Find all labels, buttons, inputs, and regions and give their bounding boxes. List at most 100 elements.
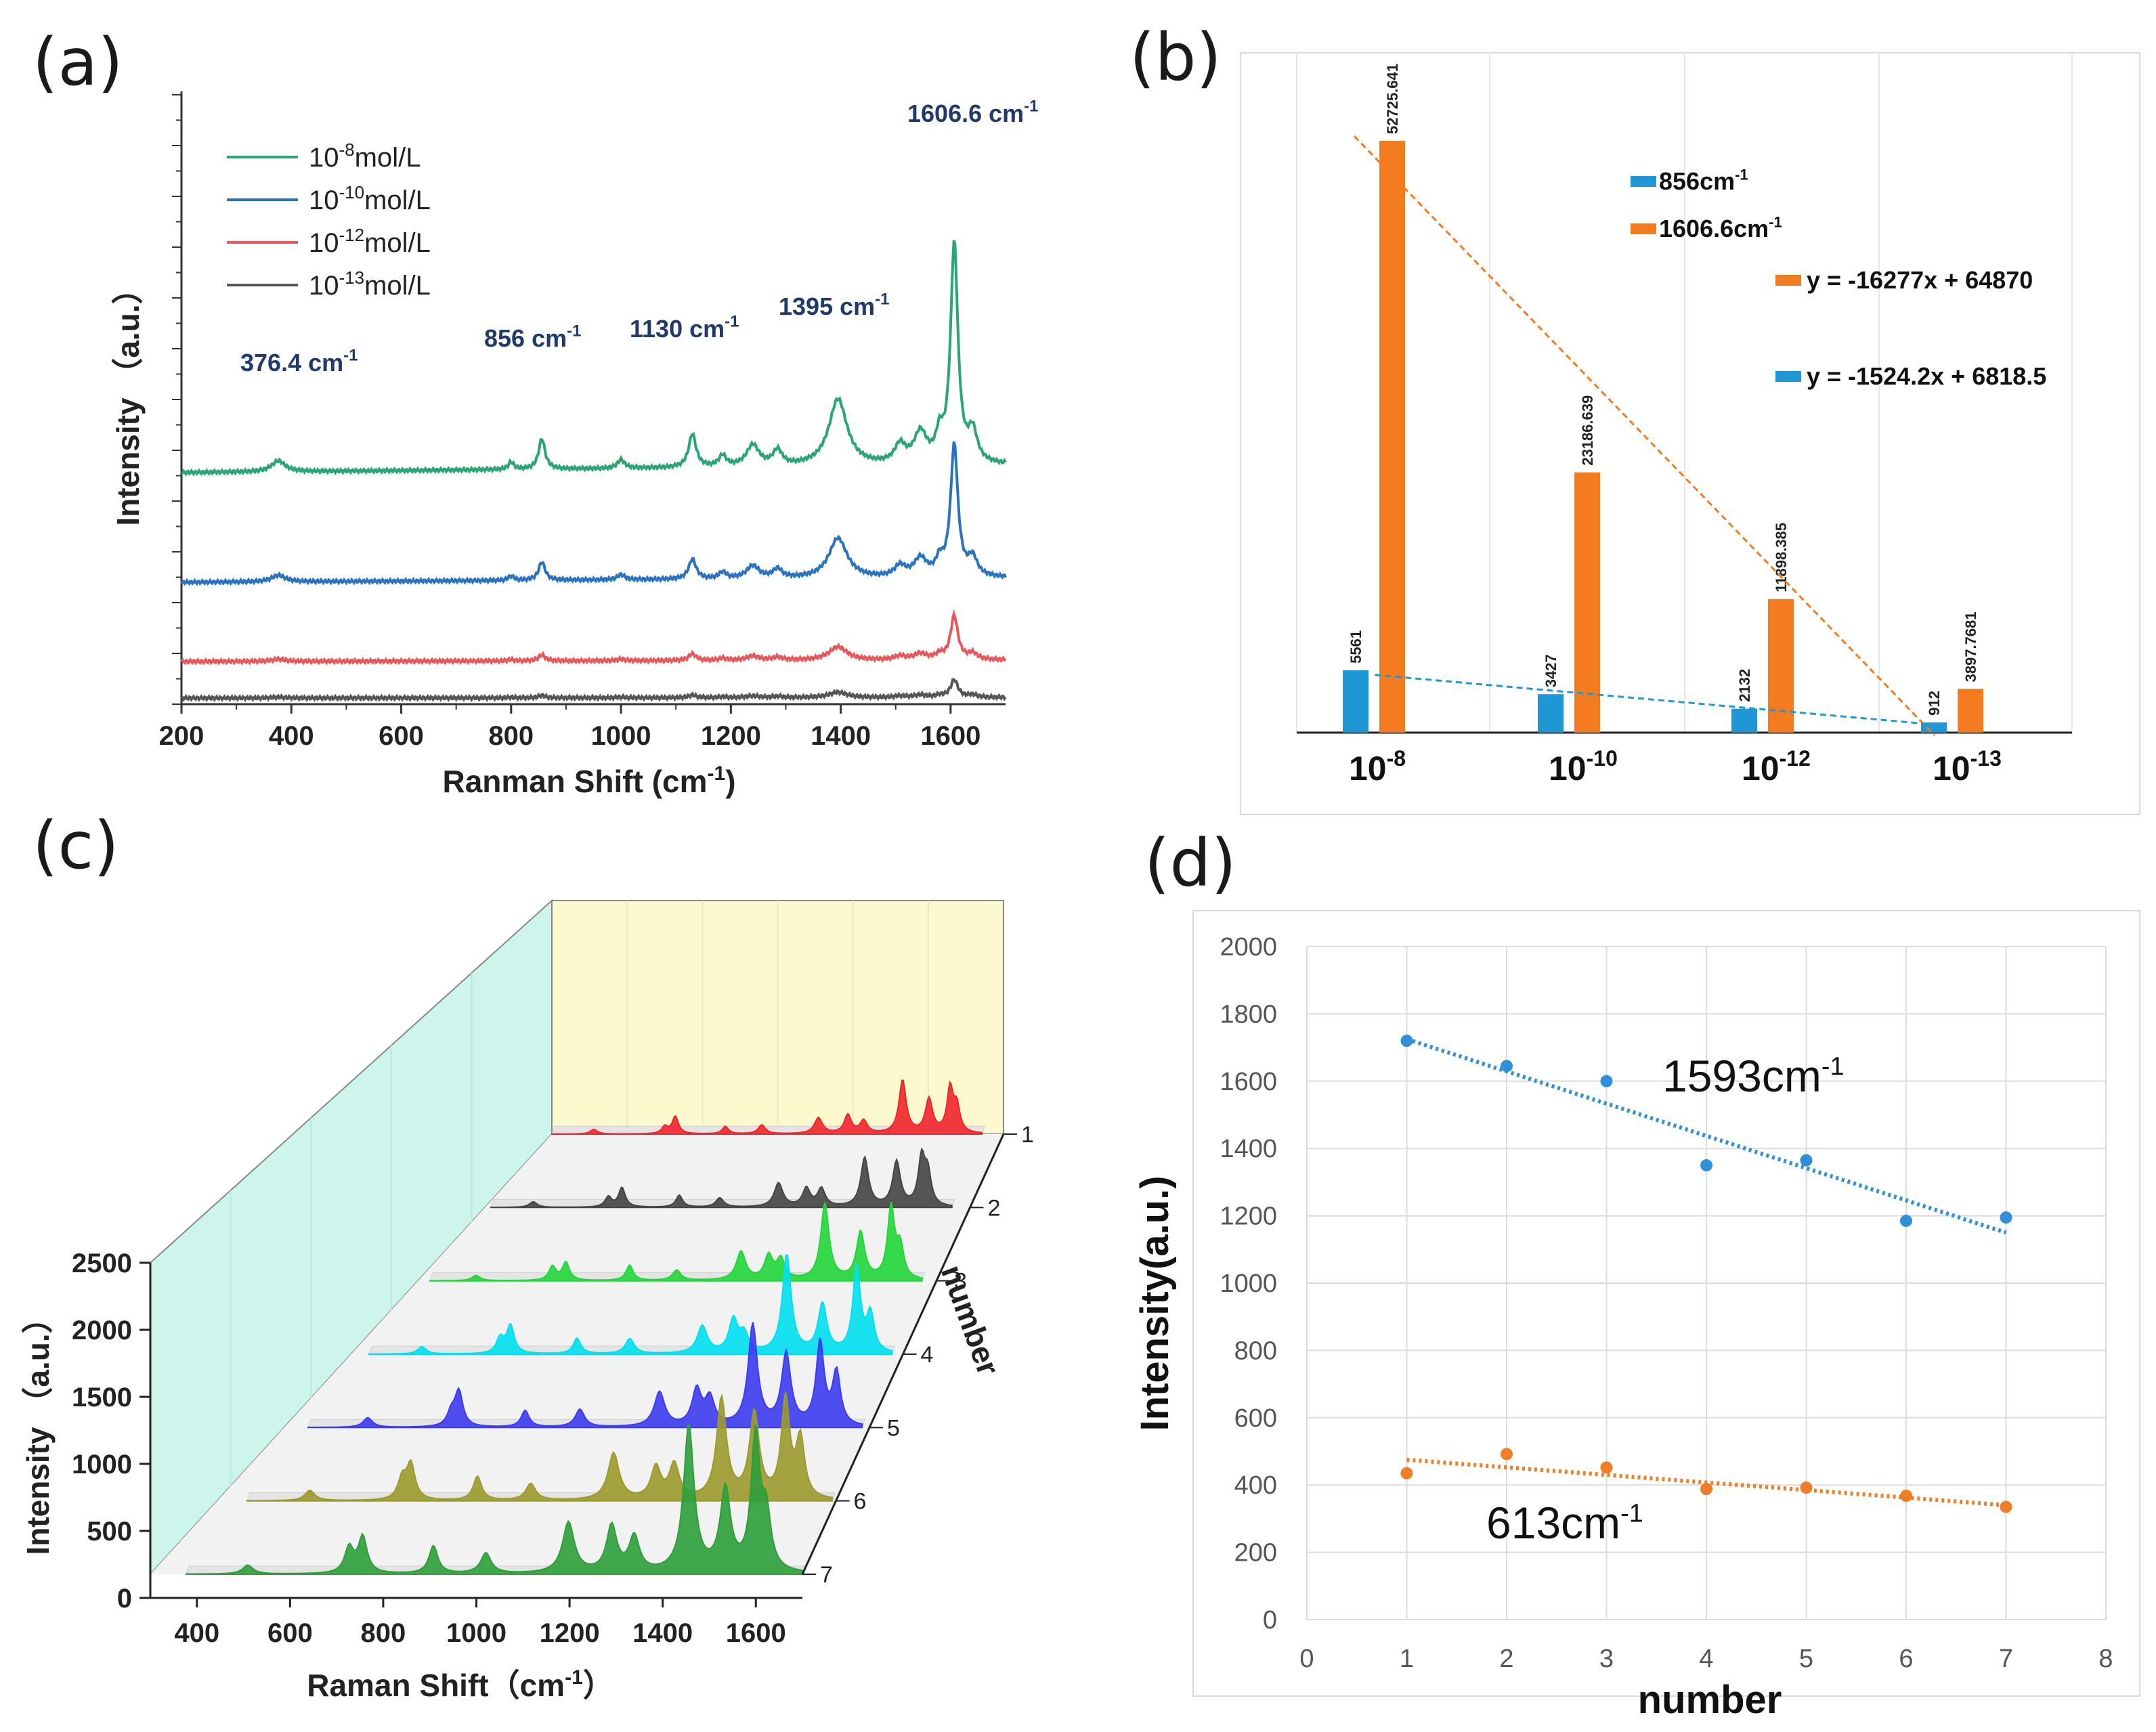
b-bar-value-label: 23186.639 [1579,395,1596,466]
panel-label-b: (b) [1129,20,1222,95]
d-x-tick-label: 0 [1299,1645,1314,1673]
c-y-tick-label: 0 [117,1584,132,1614]
d-x-tick-label: 8 [2098,1645,2113,1673]
c-y-tick-label: 1500 [72,1383,132,1412]
d-point [1900,1490,1912,1502]
c-y-tick-label: 500 [87,1517,132,1546]
c-number-tick-label: 7 [820,1562,833,1588]
b-legend-label: 856cm-1 [1659,167,1748,195]
c-slice-spectrum [186,1423,803,1575]
d-point [2000,1211,2012,1224]
d-point [1800,1481,1813,1494]
c-y-ticks: 0 500 1000 1500 2000 2500 [72,1249,150,1614]
c-y-tick-label: 2500 [72,1249,132,1278]
b-legend: 856cm-1 1606.6cm-1 y = -16277x + 64870 y = … [1631,167,2046,390]
a-legend-label: 10-12mol/L [309,225,431,258]
b-bar [1379,141,1405,733]
b-trendline-856 [1375,674,1944,727]
a-spectrum-line [181,678,1007,703]
a-legend-label: 10-8mol/L [309,139,421,173]
d-point [1900,1215,1912,1228]
a-x-ticks: 200 400 600 800 1000 1200 1400 1600 [159,704,980,751]
d-y-tick-label: 600 [1234,1404,1277,1433]
b-bar [1538,694,1564,733]
a-x-tick-label: 200 [159,721,204,751]
b-legend-swatch [1775,371,1801,382]
c-slice-spectrum [368,1254,893,1355]
d-point [2000,1500,2012,1513]
b-legend-swatch [1631,223,1656,234]
b-bar [1731,708,1757,733]
d-point [1400,1467,1413,1479]
c-number-tick-label: 4 [921,1342,934,1368]
panel-label-a: (a) [33,24,123,100]
c-number-tick-label: 3 [954,1269,967,1295]
panel-d-scatter: 0 1 2 3 4 5 6 7 8 0 200 400 600 800 1000 1200 1400 1600 1… [1133,910,2140,1722]
b-bar [1343,670,1368,733]
b-bar-value-label: 2132 [1736,669,1753,702]
d-gridlines [1306,946,2107,1620]
a-x-tick-label: 1400 [811,721,871,751]
c-number-tick-label: 6 [854,1489,867,1515]
b-gridlines [1296,54,2073,733]
b-legend-swatch [1775,275,1801,286]
panel-label-d: (d) [1144,825,1236,901]
d-point [1800,1154,1813,1167]
a-spectrum-line [180,609,1007,666]
c-number-tick-label: 5 [887,1415,900,1441]
b-plot-frame [1240,52,2140,815]
d-plot-frame [1192,910,2140,1697]
d-x-tick-label: 1 [1400,1645,1414,1673]
b-bar-value-label: 3897.7681 [1962,611,1979,682]
b-trendlines [1353,135,1944,736]
c-slice-spectrum [307,1322,863,1429]
d-y-tick-label: 2000 [1220,933,1277,961]
d-y-tick-label: 1800 [1220,1000,1277,1029]
b-bar-value-label: 912 [1926,691,1943,716]
c-x-tick-label: 600 [267,1618,313,1648]
c-slice-spectrum [429,1202,923,1282]
d-x-axis-label: number [1638,1678,1782,1722]
d-point [1600,1461,1613,1474]
c-slices [186,1079,985,1575]
d-x-tick-label: 5 [1799,1645,1813,1673]
c-x-tick-label: 1200 [540,1618,600,1648]
b-bar-value-label: 3427 [1543,654,1559,687]
b-bar [1958,689,1983,733]
d-y-tick-label: 800 [1234,1337,1277,1365]
a-x-tick-label: 1600 [920,721,980,751]
c-x-tick-label: 1000 [446,1618,506,1648]
c-number-tick-label: 2 [988,1195,1001,1221]
d-y-tick-label: 1200 [1220,1203,1277,1231]
b-trendline-1606 [1353,135,1935,736]
b-bar [1574,472,1600,733]
d-point [1700,1159,1712,1172]
c-x-tick-label: 1400 [632,1618,693,1648]
b-legend-swatch [1631,176,1656,187]
a-legend-label: 10-10mol/L [309,182,431,215]
a-peak-annotation: 1130 cm-1 [630,312,739,343]
b-bar [1921,722,1947,733]
a-x-axis-label: Ranman Shift (cm-1) [442,762,735,799]
d-point [1700,1483,1712,1496]
d-y-tick-label: 200 [1234,1539,1277,1567]
d-series-label-613: 613cm-1 [1486,1498,1643,1548]
c-number-axis-label: number [934,1260,1007,1379]
c-number-tick-label: 1 [1021,1122,1034,1148]
d-x-tick-label: 3 [1599,1645,1614,1673]
d-x-ticks: 0 1 2 3 4 5 6 7 8 [1299,1645,2113,1673]
a-x-tick-label: 800 [488,721,534,751]
a-peak-annotation: 1606.6 cm-1 [907,97,1039,127]
d-y-tick-label: 1000 [1220,1270,1277,1298]
a-peak-annotation: 376.4 cm-1 [240,346,358,376]
d-point [1501,1060,1513,1073]
panel-b-bar-chart: 5561 3427 2132 912 52725.641 23186.639 11898.3… [1240,52,2140,815]
d-series-labels: 1593cm-1 613cm-1 [1486,1051,1845,1548]
d-x-tick-label: 7 [1999,1645,2013,1673]
b-bar-value-label: 52725.641 [1384,64,1401,134]
d-point [1400,1035,1413,1047]
a-x-tick-label: 1000 [591,721,651,751]
c-y-tick-label: 1000 [72,1450,132,1479]
b-category-labels: 10-8 10-10 10-12 10-13 [1349,746,2002,787]
